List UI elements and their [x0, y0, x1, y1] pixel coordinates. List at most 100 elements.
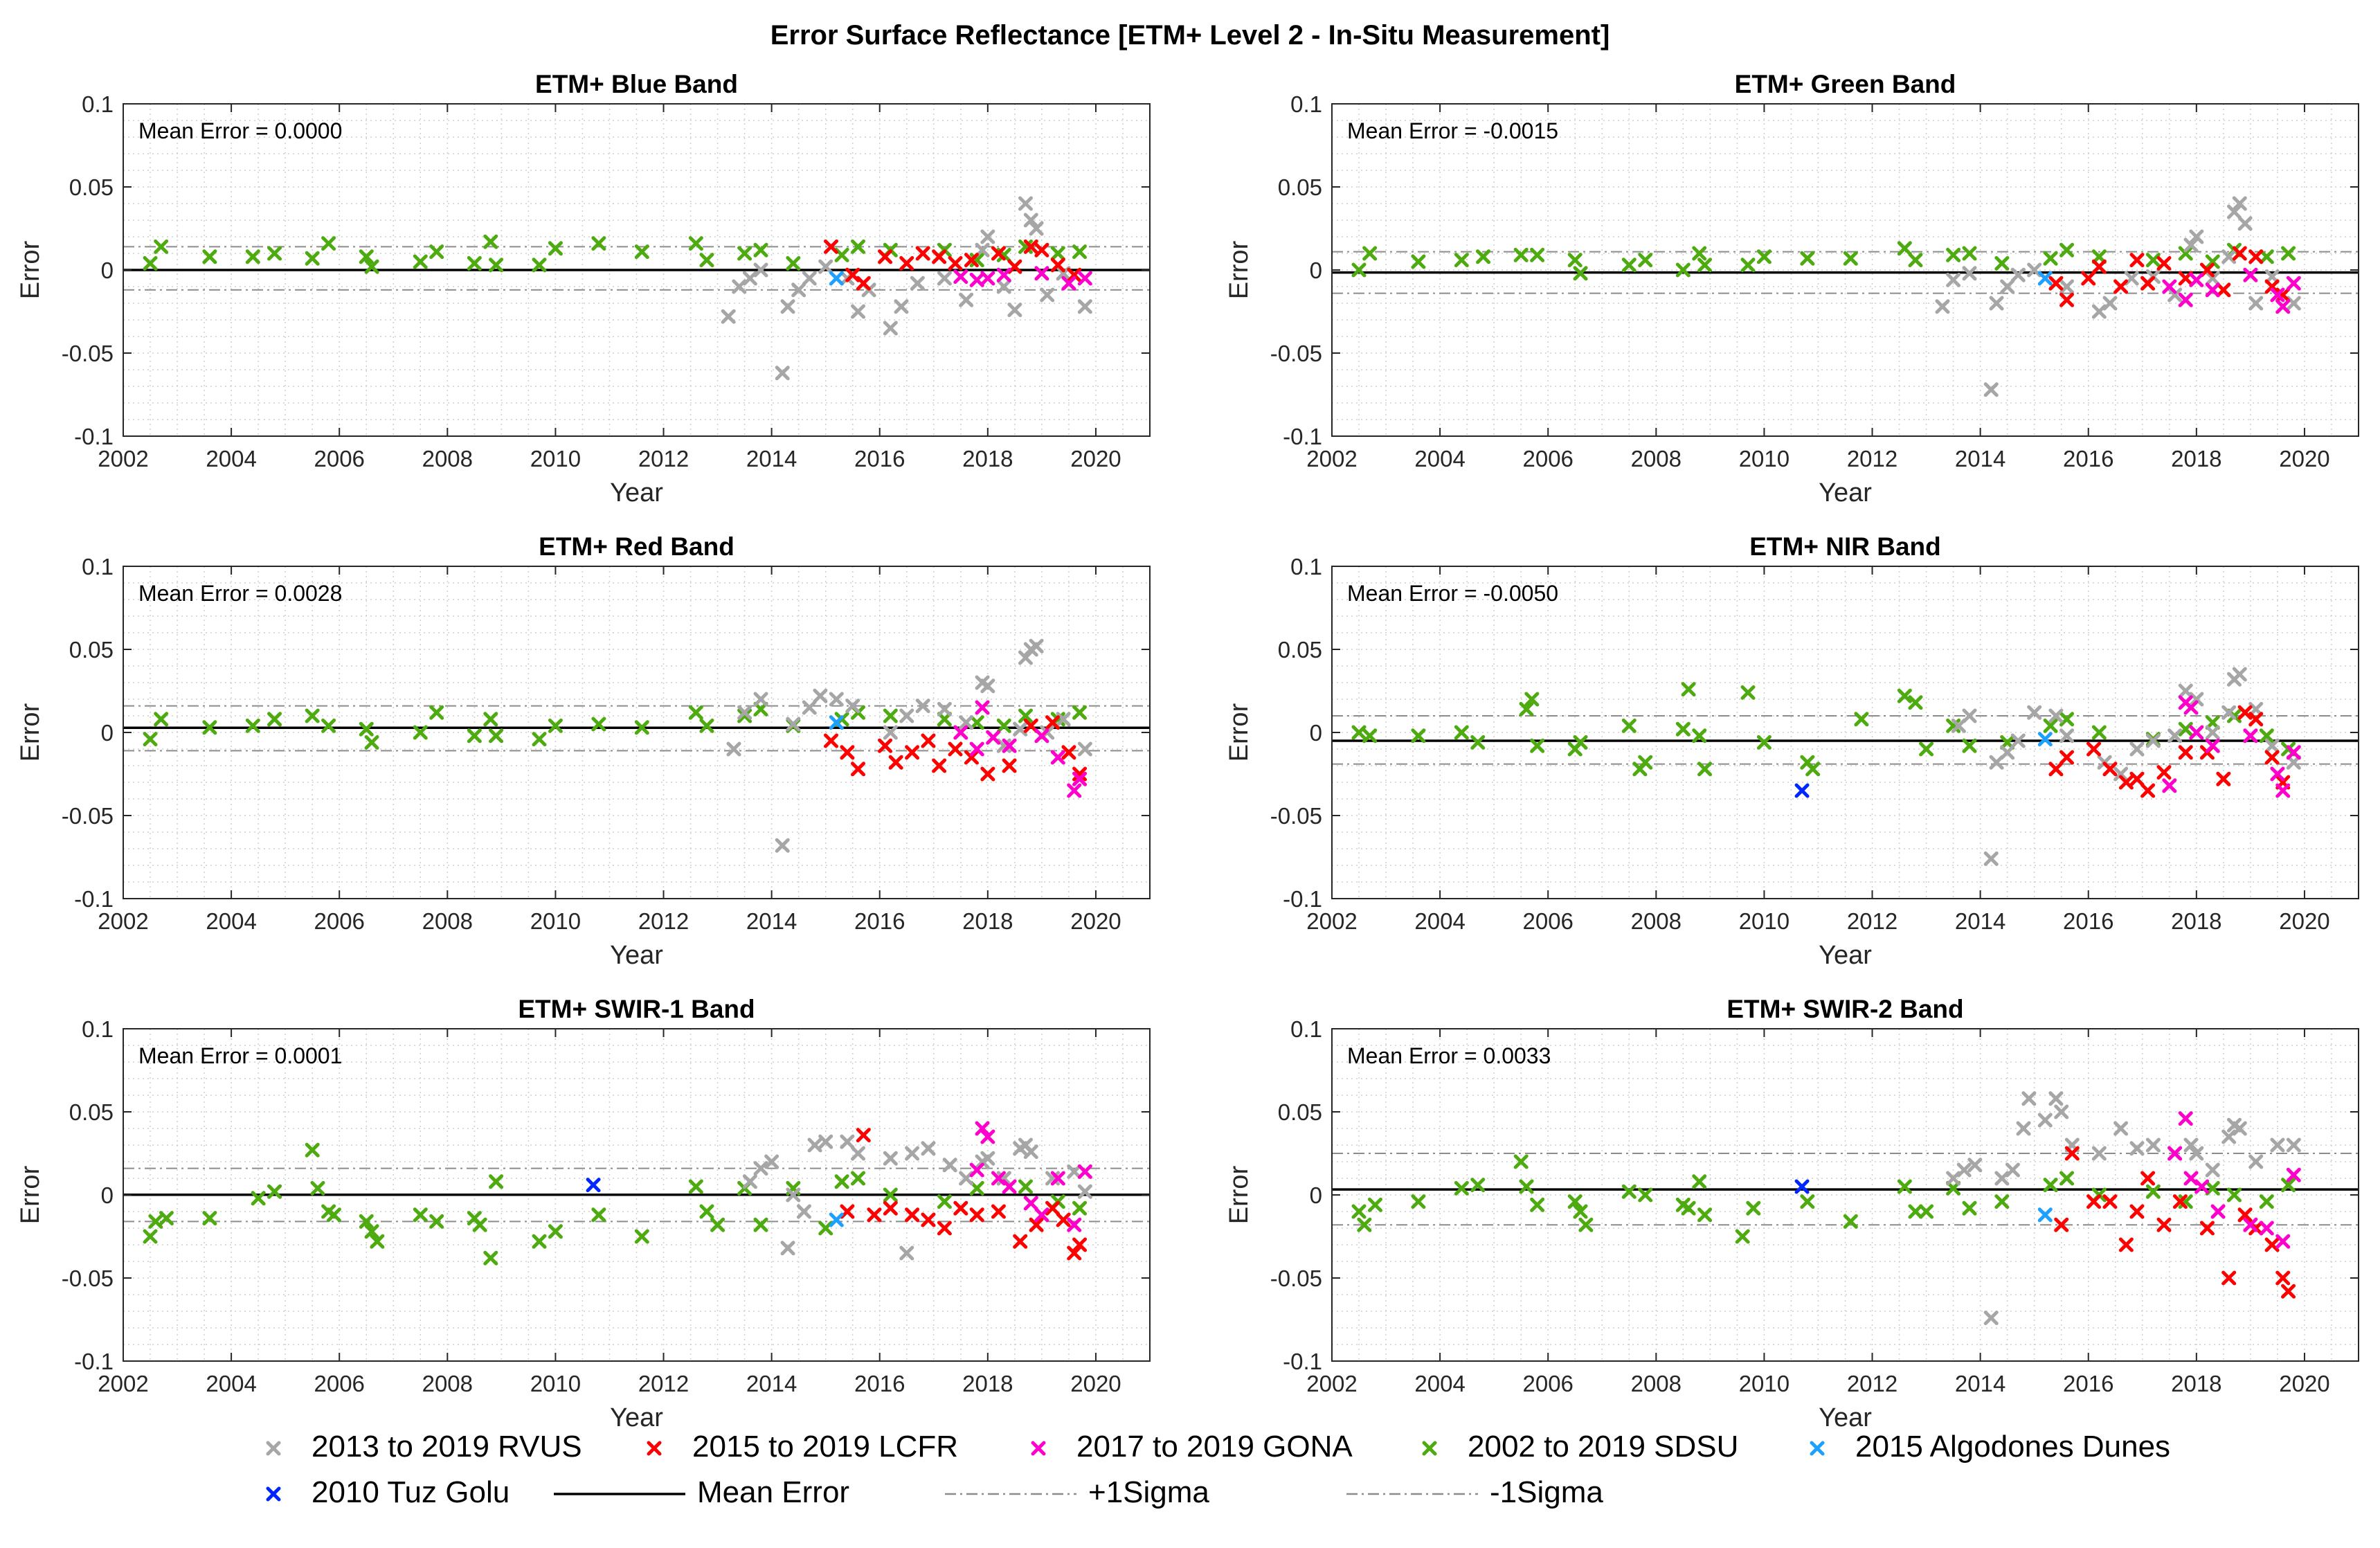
data-point [813, 688, 828, 703]
series-lcfr [823, 715, 1088, 782]
data-point [851, 1171, 866, 1186]
data-point [2243, 267, 2258, 282]
data-point [867, 1207, 882, 1223]
data-point [942, 1158, 957, 1173]
data-point [1034, 242, 1049, 258]
data-point [1029, 221, 1044, 236]
mean-error-annotation: Mean Error = 0.0033 [1347, 1043, 1551, 1068]
legend-label: 2015 Algodones Dunes [1855, 1430, 2170, 1464]
legend-label: Mean Error [697, 1475, 849, 1509]
data-point [1067, 783, 1082, 798]
mean-error-annotation: Mean Error = -0.0050 [1347, 581, 1558, 606]
data-point [991, 1171, 1006, 1186]
data-point [2259, 1221, 2274, 1236]
data-point [2059, 1171, 2075, 1186]
data-point [980, 678, 995, 694]
data-point [2102, 296, 2118, 311]
legend-label: 2015 to 2019 LCFR [692, 1430, 958, 1464]
data-point [2091, 259, 2107, 274]
data-point [2205, 725, 2220, 740]
data-point [2043, 251, 2058, 266]
x-axis-label: Year [610, 1403, 663, 1432]
y-tick-label: 0.05 [69, 174, 114, 200]
data-point [2102, 762, 2118, 777]
data-point [2199, 1221, 2215, 1236]
data-point [2167, 728, 2183, 744]
series-sdsu [1351, 241, 2296, 281]
data-point [899, 1245, 914, 1261]
data-point [2189, 692, 2204, 707]
data-point [2178, 292, 2193, 307]
x-tick-label: 2018 [962, 446, 1013, 471]
data-point [1513, 247, 1529, 262]
data-point [489, 728, 504, 744]
subplot-6: 2002 2004 2006 2008 2010 2012 2014 2016 2018 2020… [1225, 995, 2359, 1432]
x-tick-label: 2012 [638, 446, 689, 471]
data-point [1470, 1178, 1486, 1193]
y-tick-label: -0.1 [74, 886, 114, 912]
x-tick-label: 2016 [2063, 446, 2113, 471]
data-point [2178, 721, 2193, 737]
data-point [2264, 738, 2280, 753]
data-point [1519, 1179, 1534, 1194]
data-point [818, 259, 833, 274]
y-tick-label: 0 [1310, 258, 1322, 283]
data-point [2205, 282, 2220, 298]
data-point [489, 1174, 504, 1189]
data-point [1756, 249, 1772, 264]
data-point [753, 692, 768, 707]
legend-label: 2002 to 2019 SDSU [1468, 1430, 1738, 1464]
legend-label: 2010 Tuz Golu [312, 1475, 510, 1509]
data-point [1697, 258, 1713, 273]
data-point [915, 246, 930, 261]
series-algodones [2037, 732, 2053, 747]
data-point [1794, 783, 1810, 798]
data-point [2086, 1194, 2102, 1209]
legend-label: 2013 to 2019 RVUS [312, 1430, 582, 1464]
x-tick-label: 2014 [746, 446, 797, 471]
legend-label: -1Sigma [1490, 1475, 1603, 1509]
subplot-5: 2002 2004 2006 2008 2010 2012 2014 2016 2018 2020… [16, 995, 1151, 1432]
data-point [2010, 733, 2026, 748]
data-point [1034, 266, 1049, 281]
data-point [2048, 276, 2064, 291]
x-tick-label: 2020 [2279, 446, 2329, 471]
x-axis-label: Year [610, 941, 663, 970]
legend-item-2: 2015 to 2019 LCFR [647, 1430, 958, 1464]
x-tick-label: 2016 [854, 1371, 905, 1396]
data-point [2232, 196, 2247, 211]
data-point [2270, 766, 2285, 782]
data-point [894, 299, 909, 314]
data-point [2178, 246, 2193, 261]
data-point [2005, 1162, 2020, 1178]
data-point [921, 733, 936, 748]
data-point [2248, 701, 2264, 717]
data-point [1454, 725, 1469, 740]
data-point [1638, 1187, 1653, 1203]
mean-error-annotation: Mean Error = -0.0015 [1347, 118, 1558, 143]
y-tick-label: -0.05 [62, 803, 114, 829]
data-point [2037, 732, 2053, 747]
data-point [1794, 1179, 1810, 1194]
data-point [1351, 725, 1367, 740]
data-point [1023, 718, 1038, 733]
data-point [305, 1142, 320, 1158]
data-point [2124, 271, 2139, 286]
data-point [969, 1162, 984, 1178]
data-point [154, 239, 169, 254]
x-tick-label: 2020 [1070, 908, 1121, 934]
series-sdsu [1351, 1154, 2296, 1244]
data-point [2145, 1184, 2161, 1199]
data-point [1692, 1174, 1707, 1189]
data-point [1002, 1179, 1017, 1194]
x-tick-label: 2006 [314, 1371, 364, 1396]
data-point [2048, 708, 2064, 723]
data-point [753, 1161, 768, 1176]
data-point [932, 758, 947, 773]
data-point [532, 258, 547, 273]
data-point [1470, 735, 1486, 750]
data-point [980, 229, 995, 244]
data-point [1805, 762, 1821, 777]
data-point [2054, 1104, 2069, 1119]
data-point [2000, 745, 2015, 760]
